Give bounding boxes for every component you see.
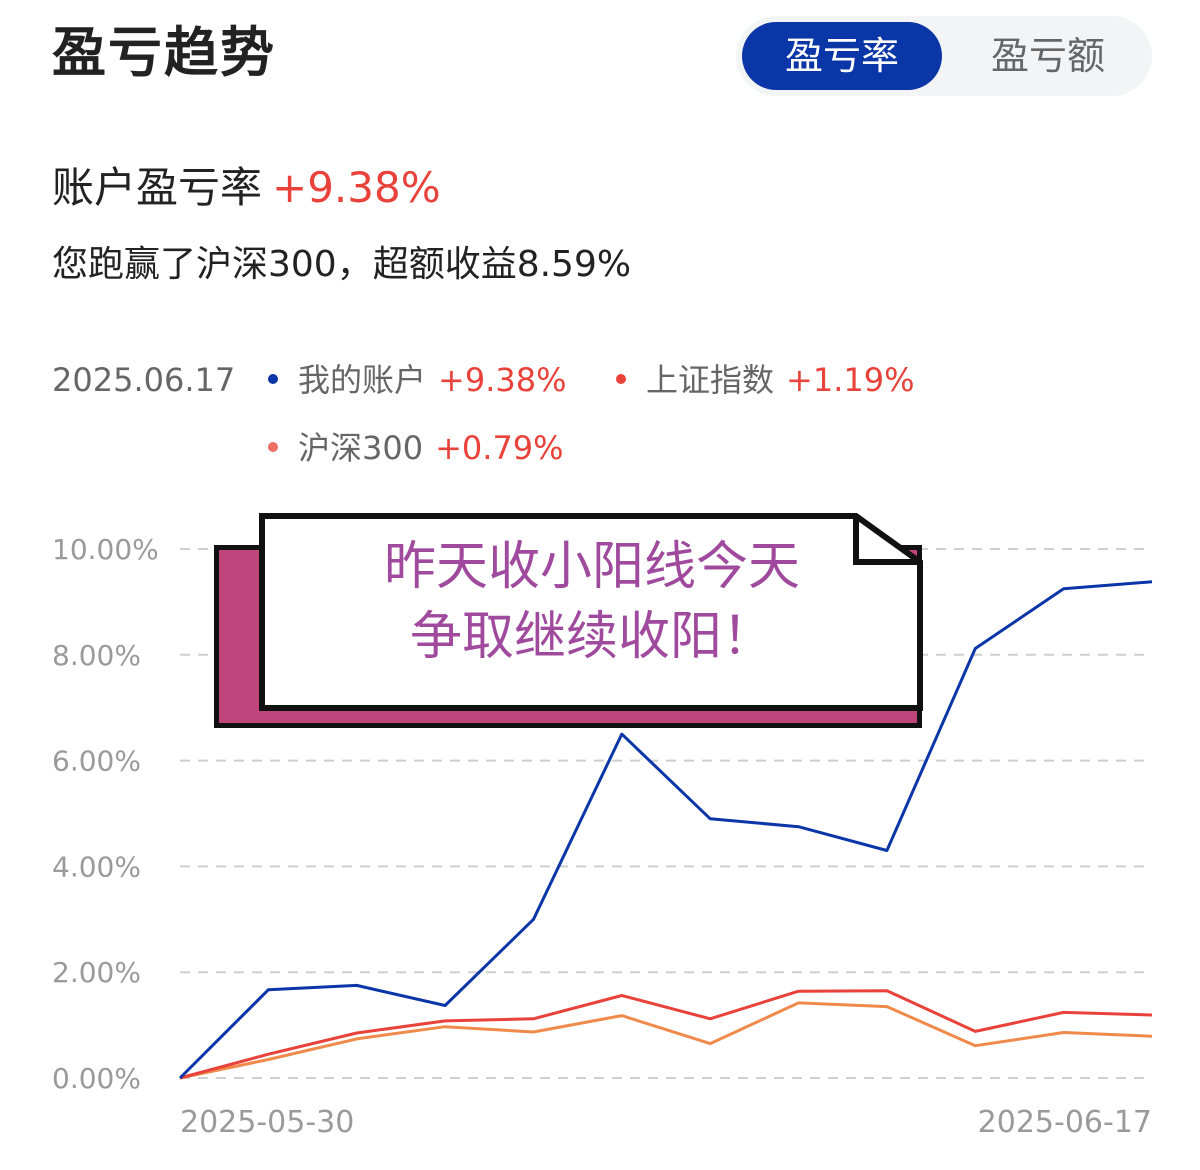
legend-name-sse: 上证指数: [646, 361, 775, 399]
callout-note-fold: [853, 516, 920, 565]
legend-value-sse: +1.19%: [786, 361, 915, 399]
legend-dot-sse: [616, 374, 626, 384]
legend-dot-csi300: [268, 442, 278, 452]
page-title: 盈亏趋势: [52, 21, 276, 84]
x-axis-labels: 2025-05-30 2025-06-17: [180, 1105, 1152, 1140]
legend-name-account: 我的账户: [298, 361, 427, 399]
series-line: [179, 1001, 1153, 1080]
y-tick-label: 0.00%: [52, 1062, 141, 1095]
legend-item-sse: 上证指数 +1.19%: [616, 358, 914, 402]
toggle-rate-button[interactable]: 盈亏率: [742, 22, 942, 90]
y-axis-labels: 10.00% 8.00% 6.00% 4.00% 2.00% 0.00%: [52, 533, 159, 1095]
y-tick-label: 10.00%: [52, 533, 159, 566]
callout-line-1: 昨天收小阳线今天: [383, 537, 800, 597]
y-tick-label: 8.00%: [52, 639, 141, 672]
account-return-summary: 账户盈亏率 +9.38%: [52, 160, 441, 216]
y-tick-label: 6.00%: [52, 745, 141, 778]
excess-return-note: 您跑赢了沪深300，超额收益8.59%: [52, 244, 632, 285]
legend-item-account: 我的账户 +9.38%: [268, 358, 566, 402]
legend-value-account: +9.38%: [438, 361, 567, 399]
callout-text: 昨天收小阳线今天 争取继续收阳！: [262, 532, 922, 672]
x-tick-label: 2025-05-30: [180, 1105, 354, 1140]
metric-toggle: 盈亏率 盈亏额: [736, 16, 1152, 96]
legend-value-csi300: +0.79%: [435, 429, 564, 467]
legend-dot-account: [268, 374, 278, 384]
account-return-value: +9.38%: [272, 163, 441, 212]
x-tick-label: 2025-06-17: [978, 1105, 1152, 1140]
series-layer: [178, 580, 1153, 1080]
toggle-amount-button[interactable]: 盈亏额: [990, 34, 1105, 78]
series-line: [179, 989, 1153, 1080]
y-tick-label: 2.00%: [52, 956, 141, 989]
account-return-label: 账户盈亏率: [52, 163, 263, 212]
series-line: [178, 580, 1153, 1080]
legend-date: 2025.06.17: [52, 361, 236, 399]
legend-name-csi300: 沪深300: [298, 429, 424, 467]
callout-line-2: 争取继续收阳！: [409, 607, 774, 667]
callout-note-body: [259, 513, 923, 711]
legend-item-csi300: 沪深300 +0.79%: [268, 426, 564, 470]
y-tick-label: 4.00%: [52, 850, 141, 883]
